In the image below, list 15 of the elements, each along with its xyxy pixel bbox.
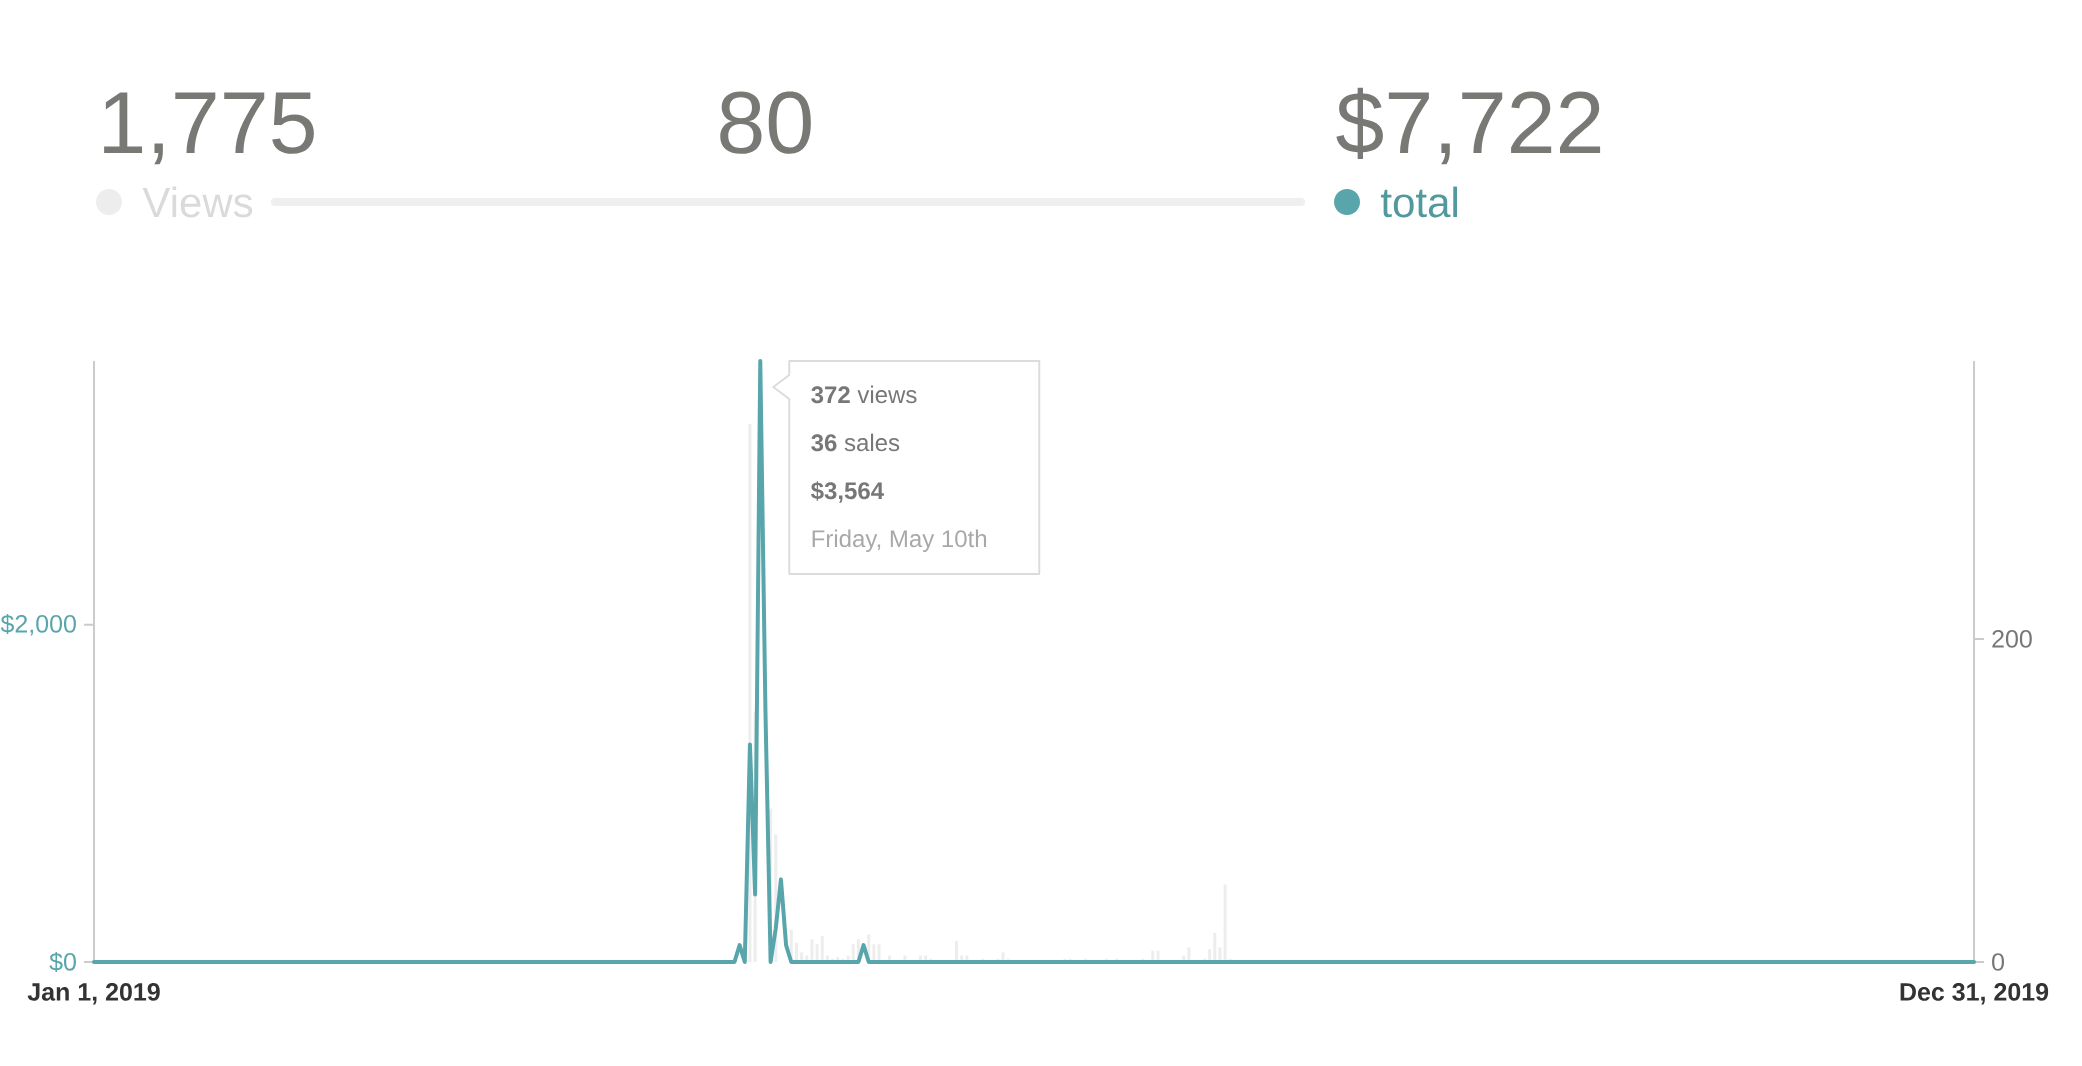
- text: $7,722: [1336, 87, 1601, 165]
- text: 1,775: [104, 92, 314, 165]
- y2-tick-label: 0: [1992, 953, 2005, 971]
- annotation: 36 sales: [811, 433, 900, 452]
- x-tick-label: Dec 31, 2019: [1900, 983, 2049, 1005]
- annotation: $3,564: [810, 481, 884, 503]
- y-tick-label: $0: [49, 951, 76, 973]
- line-series: [92, 359, 1977, 964]
- x-tick-label: Jan 1, 2019: [27, 983, 160, 1005]
- annotation: Friday, May 10th: [812, 529, 987, 552]
- text: 80: [720, 91, 811, 154]
- y-tick-label: $2,000: [0, 613, 76, 636]
- y2-tick-label: 200: [1992, 630, 2032, 648]
- annotation: 372 views: [811, 385, 917, 404]
- legend-label: total: [1381, 186, 1457, 218]
